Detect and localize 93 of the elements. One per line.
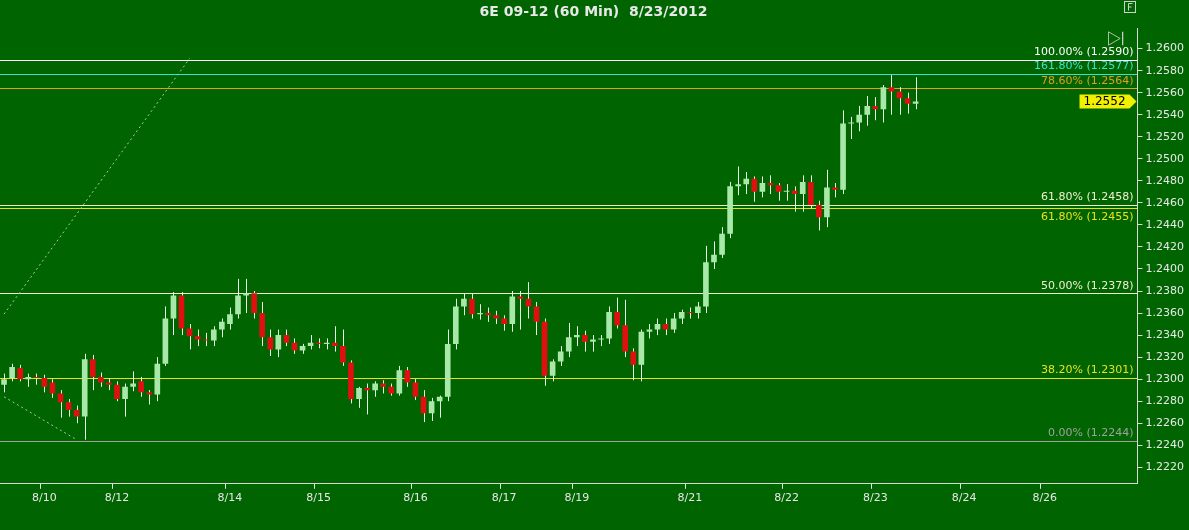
x-tick-label: 8/12 bbox=[104, 491, 130, 505]
ref-line-label: 78.60% (1.2564) bbox=[1041, 73, 1134, 87]
x-tick-label: 8/21 bbox=[677, 491, 703, 505]
candlestick bbox=[904, 92, 911, 115]
candlestick bbox=[751, 175, 758, 203]
candlestick bbox=[130, 370, 136, 392]
y-tick-label: 1.2220 bbox=[1145, 460, 1185, 474]
y-tick-label: 1.2280 bbox=[1145, 394, 1185, 408]
candlestick bbox=[759, 175, 766, 198]
y-tick-label: 1.2540 bbox=[1145, 107, 1185, 121]
candlestick bbox=[170, 291, 177, 336]
x-tick-label: 8/22 bbox=[774, 491, 799, 505]
candlestick bbox=[614, 297, 620, 329]
candlestick bbox=[356, 386, 362, 409]
candlestick bbox=[436, 395, 443, 419]
y-tick-label: 1.2480 bbox=[1145, 173, 1185, 187]
ref-line-label: 100.00% (1.2590) bbox=[1034, 45, 1134, 59]
candlestick bbox=[33, 373, 40, 386]
candlestick bbox=[743, 171, 750, 195]
y-tick-label: 1.2260 bbox=[1145, 416, 1185, 430]
candlestick bbox=[323, 337, 330, 350]
y-tick-label: 1.2240 bbox=[1145, 438, 1185, 452]
candlestick bbox=[477, 303, 483, 321]
candlestick bbox=[582, 330, 588, 353]
x-tick-label: 8/16 bbox=[403, 491, 428, 505]
candlestick bbox=[340, 329, 346, 367]
y-tick-label: 1.2380 bbox=[1145, 283, 1185, 297]
y-tick-label: 1.2500 bbox=[1145, 151, 1185, 165]
y-tick-label: 1.2320 bbox=[1145, 349, 1185, 363]
candlestick bbox=[598, 334, 604, 347]
y-tick-label: 1.2300 bbox=[1145, 372, 1185, 385]
candlestick bbox=[461, 292, 467, 316]
y-tick-label: 1.2400 bbox=[1145, 261, 1185, 275]
candlestick bbox=[565, 322, 572, 358]
candlestick bbox=[848, 116, 854, 140]
y-tick-label: 1.2520 bbox=[1145, 129, 1185, 143]
candlestick bbox=[186, 323, 193, 350]
ref-line-label: 61.80% (1.2458) bbox=[1041, 190, 1134, 204]
candlestick bbox=[533, 301, 540, 336]
ref-line-label: 0.00% (1.2244) bbox=[1048, 426, 1134, 440]
candlestick bbox=[267, 329, 274, 357]
candlestick bbox=[235, 278, 241, 320]
ref-line-label: 161.80% (1.2577) bbox=[1034, 59, 1134, 73]
candlestick bbox=[89, 354, 96, 391]
annotation: 1.2552 bbox=[1083, 93, 1126, 108]
candlestick bbox=[210, 325, 217, 347]
candlestick bbox=[888, 74, 895, 116]
candlestick bbox=[114, 380, 120, 402]
candlestick bbox=[856, 105, 863, 132]
candlestick bbox=[686, 307, 693, 320]
candlestick bbox=[1, 373, 7, 393]
x-tick-label: 8/23 bbox=[862, 491, 888, 505]
candlestick bbox=[122, 383, 128, 418]
candlestick bbox=[630, 347, 637, 381]
y-tick-label: 1.2440 bbox=[1145, 217, 1185, 231]
candlestick bbox=[331, 325, 338, 353]
candlestick bbox=[799, 174, 806, 213]
candlestick bbox=[227, 307, 233, 331]
ref-line-label: 38.20% (1.2301) bbox=[1041, 363, 1134, 377]
candlestick bbox=[719, 226, 725, 259]
chart-title: 6E 09-12 (60 Min) 8/23/2012 bbox=[479, 3, 708, 20]
ref-line-label: 61.80% (1.2455) bbox=[1041, 209, 1134, 223]
candlestick bbox=[574, 325, 580, 347]
y-tick-label: 1.2560 bbox=[1145, 85, 1185, 99]
x-tick-label: 8/17 bbox=[491, 491, 517, 505]
candlestick bbox=[807, 174, 814, 209]
candlestick bbox=[138, 376, 144, 398]
candlestick bbox=[816, 200, 822, 231]
candlestick bbox=[243, 278, 249, 314]
candlestick bbox=[735, 166, 741, 196]
x-tick-label: 8/15 bbox=[306, 491, 332, 505]
candlestick bbox=[364, 383, 370, 415]
candlestick bbox=[872, 96, 879, 121]
y-tick-label: 1.2600 bbox=[1145, 41, 1185, 55]
x-tick-label: 8/14 bbox=[217, 491, 243, 505]
x-tick-label: 8/24 bbox=[951, 491, 977, 505]
candlestick bbox=[557, 345, 564, 367]
candlestick bbox=[412, 378, 419, 401]
y-tick-label: 1.2360 bbox=[1145, 305, 1185, 319]
x-tick-label: 8/10 bbox=[32, 491, 57, 505]
candlestick bbox=[469, 292, 475, 320]
candlestick bbox=[251, 290, 257, 320]
y-tick-label: 1.2340 bbox=[1145, 327, 1185, 341]
y-tick-label: 1.2460 bbox=[1145, 195, 1185, 209]
candlestick bbox=[864, 95, 871, 127]
candlestick bbox=[57, 389, 64, 419]
candlestick bbox=[711, 240, 717, 270]
y-tick-label: 1.2580 bbox=[1145, 63, 1185, 77]
x-tick-label: 8/26 bbox=[1032, 491, 1058, 505]
x-tick-label: 8/19 bbox=[564, 491, 590, 505]
y-tick-label: 1.2420 bbox=[1145, 239, 1185, 253]
ref-line-label: 50.00% (1.2378) bbox=[1041, 278, 1134, 292]
candlestick bbox=[219, 318, 225, 338]
